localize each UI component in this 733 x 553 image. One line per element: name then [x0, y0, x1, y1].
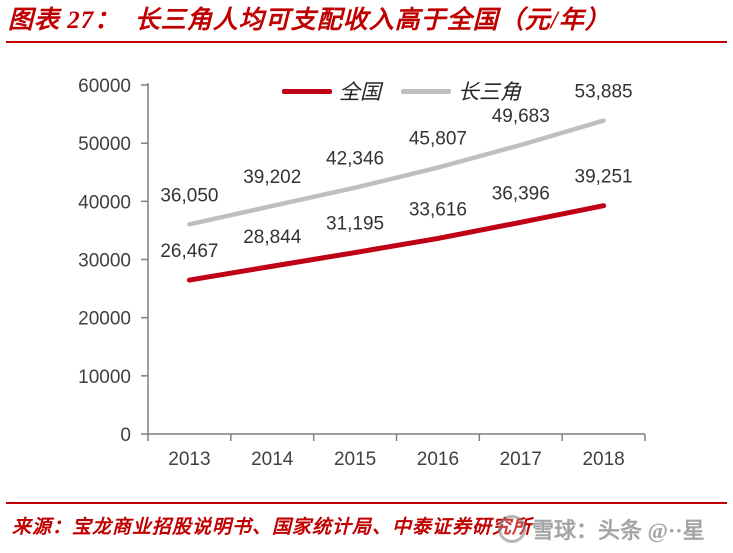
legend-item-national: 全国	[282, 76, 381, 106]
legend-item-yangtze-delta: 长三角	[401, 76, 521, 106]
legend-line-swatch-national	[282, 88, 332, 94]
chart-legend: 全国 长三角	[282, 76, 521, 106]
title-underline	[6, 41, 727, 43]
data-label: 42,346	[326, 149, 384, 170]
y-axis-tick-label: 20000	[78, 309, 131, 330]
legend-label-yangtze-delta: 长三角	[458, 80, 521, 104]
x-axis-tick-label: 2018	[582, 449, 624, 470]
y-axis-tick-label: 0	[120, 425, 131, 446]
watermark-text: 雪球：头条 @··星	[532, 518, 705, 543]
data-label: 53,885	[575, 82, 633, 103]
x-axis-tick-label: 2014	[251, 449, 294, 470]
watermark: 雪球：头条 @··星	[498, 513, 705, 545]
data-label: 36,050	[160, 185, 218, 206]
x-axis-tick-label: 2015	[334, 449, 376, 470]
data-label: 39,202	[243, 167, 301, 188]
axis-lines	[147, 83, 645, 435]
y-axis-tick-label: 60000	[78, 76, 131, 97]
data-label: 26,467	[160, 241, 218, 262]
y-axis-tick-label: 30000	[78, 251, 131, 272]
y-axis-tick-label: 50000	[78, 134, 131, 155]
data-label: 39,251	[575, 167, 633, 188]
data-label: 31,195	[326, 214, 384, 235]
y-axis-tick-label: 40000	[78, 192, 131, 213]
x-axis-tick-label: 2013	[168, 449, 210, 470]
data-label: 45,807	[409, 129, 467, 150]
series-line-1	[187, 118, 606, 227]
footer-rule	[6, 502, 727, 504]
source-caption: 来源：宝龙商业招股说明书、国家统计局、中泰证券研究所	[12, 517, 533, 538]
x-axis-tick-label: 2017	[500, 449, 542, 470]
watermark-logo-icon	[498, 515, 526, 543]
data-label: 33,616	[409, 199, 467, 220]
data-label: 36,396	[492, 183, 550, 204]
data-label: 49,683	[492, 106, 550, 127]
series-line-0	[186, 203, 607, 283]
chart-title: 图表 27： 长三角人均可支配收入高于全国（元/年）	[8, 7, 611, 34]
y-axis-tick-label: 10000	[78, 367, 131, 388]
legend-label-national: 全国	[339, 80, 381, 104]
legend-line-swatch-yangtze-delta	[401, 88, 451, 94]
x-axis-tick-label: 2016	[417, 449, 459, 470]
data-label: 28,844	[243, 227, 302, 248]
